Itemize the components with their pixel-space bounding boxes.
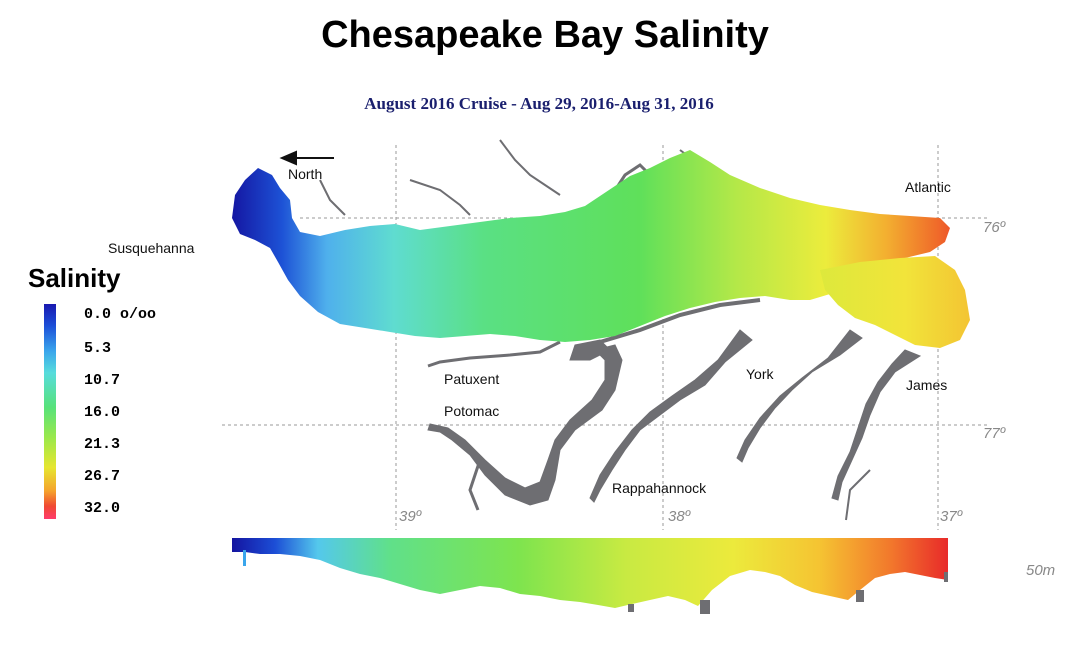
york-river bbox=[736, 329, 863, 463]
cruise-subtitle: August 2016 Cruise - Aug 29, 2016-Aug 31… bbox=[0, 94, 1090, 114]
section-depth-profile bbox=[232, 550, 948, 608]
eastern-shore-edge bbox=[569, 339, 611, 361]
south-edge-1 bbox=[599, 298, 761, 344]
section-bottom-5 bbox=[944, 572, 948, 582]
label-atlantic: Atlantic bbox=[905, 179, 951, 195]
potomac-river bbox=[427, 344, 623, 506]
potomac-tributary bbox=[468, 459, 482, 511]
section-bottom-3 bbox=[628, 604, 634, 612]
bay-water bbox=[232, 150, 950, 342]
rappahannock-river bbox=[589, 329, 753, 503]
legend-color-bar bbox=[44, 304, 56, 519]
coord-39: 39º bbox=[399, 508, 422, 525]
coord-38: 38º bbox=[668, 508, 691, 525]
coord-depth: 50m bbox=[1026, 562, 1056, 579]
legend-title: Salinity bbox=[28, 263, 121, 293]
bay-head-river bbox=[319, 179, 346, 216]
north-arrow bbox=[279, 150, 334, 166]
chester-river bbox=[409, 179, 471, 216]
legend-label-4: 21.3 bbox=[84, 436, 121, 453]
label-patuxent: Patuxent bbox=[444, 371, 500, 387]
james-upstream bbox=[845, 469, 871, 521]
legend-label-2: 10.7 bbox=[84, 372, 121, 389]
section-bottom-2 bbox=[700, 600, 710, 614]
label-james: James bbox=[906, 377, 948, 393]
label-york: York bbox=[746, 366, 774, 382]
cruise-subtitle-text: August 2016 Cruise - Aug 29, 2016-Aug 31… bbox=[364, 94, 714, 113]
coord-77: 77º bbox=[983, 425, 1006, 442]
label-north: North bbox=[288, 166, 323, 182]
james-river bbox=[831, 349, 922, 501]
lower-bay-water bbox=[820, 256, 970, 348]
section-bottom-1 bbox=[856, 590, 864, 602]
legend-label-0: 0.0 o/oo bbox=[84, 306, 157, 323]
section-bottom-4 bbox=[243, 550, 246, 566]
salinity-cross-section bbox=[232, 538, 948, 614]
legend-label-3: 16.0 bbox=[84, 404, 121, 421]
legend-label-1: 5.3 bbox=[84, 340, 112, 357]
label-rappahannock: Rappahannock bbox=[612, 480, 707, 496]
label-susquehanna: Susquehanna bbox=[108, 240, 195, 256]
patuxent-river bbox=[427, 340, 561, 368]
page-title: Chesapeake Bay Salinity bbox=[321, 14, 769, 56]
section-surface bbox=[232, 538, 948, 550]
legend-label-6: 32.0 bbox=[84, 500, 121, 517]
label-potomac: Potomac bbox=[444, 403, 500, 419]
coord-76: 76º bbox=[983, 219, 1006, 236]
legend-label-5: 26.7 bbox=[84, 468, 121, 485]
coord-37: 37º bbox=[940, 508, 963, 525]
upper-east-shore bbox=[499, 139, 561, 196]
